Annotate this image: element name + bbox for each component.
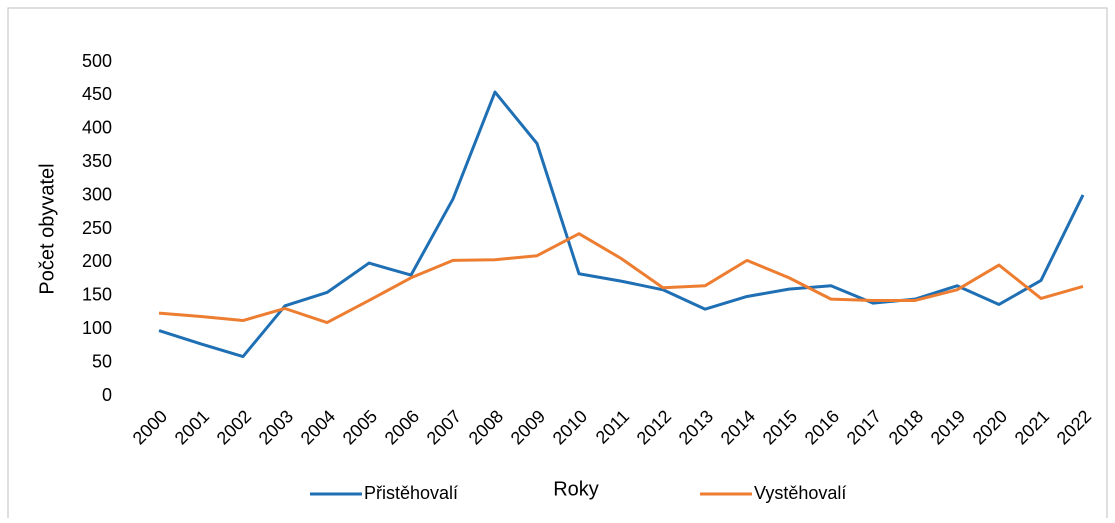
y-tick-label: 150 (82, 285, 112, 305)
y-axis-title: Počet obyvatel (36, 163, 58, 294)
y-tick-label: 450 (82, 84, 112, 104)
legend-label: Vystěhovalí (754, 483, 846, 503)
series-line (158, 90, 1085, 359)
legend-label: Přistěhovalí (364, 483, 458, 503)
y-tick-label: 250 (82, 218, 112, 238)
y-tick-label: 500 (82, 51, 112, 71)
chart-frame (7, 7, 1108, 523)
y-tick-label: 300 (82, 184, 112, 204)
y-tick-label: 350 (82, 151, 112, 171)
y-tick-label: 200 (82, 251, 112, 271)
y-tick-label: 400 (82, 118, 112, 138)
y-tick-label: 0 (102, 385, 112, 405)
x-axis-title: Roky (553, 478, 599, 500)
y-tick-label: 50 (92, 351, 112, 371)
series-line (158, 232, 1084, 325)
y-tick-label: 100 (82, 318, 112, 338)
